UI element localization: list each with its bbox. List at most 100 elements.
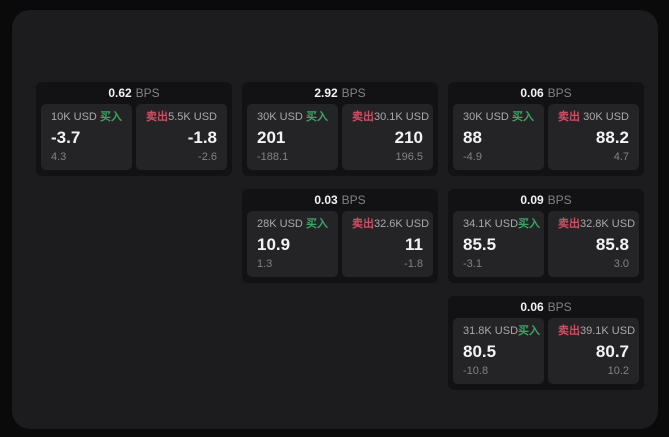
bps-value: 0.09 (520, 193, 544, 207)
sell-label: 卖出 (146, 111, 168, 123)
sell-label: 卖出 (352, 111, 374, 123)
bps-value: 2.92 (314, 86, 338, 100)
buy-price: 88 (463, 128, 482, 147)
sell-price: 210 (394, 128, 423, 147)
app-surface: 0.62 BPS 10K USD 买入 -3.7 4.3 卖出 5.5K USD… (12, 10, 658, 429)
bps-unit-label: BPS (547, 300, 572, 314)
sell-delta: 4.7 (613, 151, 629, 163)
bps-value: 0.62 (108, 86, 132, 100)
buy-amount: 28K USD (257, 218, 303, 230)
buy-amount: 10K USD (51, 111, 97, 123)
buy-panel-top: 30K USD 买入 (463, 111, 534, 124)
sell-delta: 10.2 (607, 365, 629, 377)
buy-delta: -10.8 (463, 365, 489, 377)
sell-delta: -1.8 (404, 258, 423, 270)
sell-panel-top: 卖出 39.1K USD (558, 325, 635, 338)
bps-unit-label: BPS (135, 86, 160, 100)
buy-amount: 30K USD (463, 111, 509, 123)
quote-card[interactable]: 0.06 BPS 30K USD 买入 88 -4.9 卖出 30K USD 8… (448, 82, 644, 176)
sell-panel[interactable]: 卖出 30.1K USD 210 196.5 (342, 104, 433, 170)
quote-panels: 30K USD 买入 201 -188.1 卖出 30.1K USD 210 1… (242, 104, 438, 176)
buy-price: -3.7 (51, 128, 81, 147)
buy-price: 80.5 (463, 342, 497, 361)
sell-price: 80.7 (595, 342, 629, 361)
sell-price: -1.8 (187, 128, 217, 147)
sell-amount: 30K USD (583, 111, 629, 123)
quote-card[interactable]: 0.62 BPS 10K USD 买入 -3.7 4.3 卖出 5.5K USD… (36, 82, 232, 176)
sell-panel[interactable]: 卖出 5.5K USD -1.8 -2.6 (136, 104, 227, 170)
sell-label: 卖出 (352, 218, 374, 230)
buy-label: 买入 (512, 111, 534, 123)
buy-label: 买入 (306, 218, 328, 230)
buy-label: 买入 (518, 218, 541, 230)
sell-panel-top: 卖出 32.8K USD (558, 218, 635, 231)
buy-label: 买入 (100, 111, 122, 123)
card-header-bps: 0.03 BPS (242, 189, 438, 211)
sell-panel[interactable]: 卖出 32.6K USD 11 -1.8 (342, 211, 433, 277)
sell-panel-top: 卖出 30K USD (558, 111, 629, 124)
quote-card[interactable]: 0.06 BPS 31.8K USD 买入 80.5 -10.8 卖出 39.1… (448, 296, 644, 390)
buy-delta: -188.1 (257, 151, 289, 163)
card-header-bps: 2.92 BPS (242, 82, 438, 104)
buy-panel-top: 10K USD 买入 (51, 111, 122, 124)
sell-delta: 196.5 (395, 151, 423, 163)
bps-unit-label: BPS (341, 86, 366, 100)
bps-unit-label: BPS (547, 193, 572, 207)
sell-panel-top: 卖出 30.1K USD (352, 111, 429, 124)
sell-panel[interactable]: 卖出 39.1K USD 80.7 10.2 (548, 318, 639, 384)
sell-delta: -2.6 (198, 151, 217, 163)
sell-amount: 32.6K USD (374, 218, 430, 230)
quote-panels: 28K USD 买入 10.9 1.3 卖出 32.6K USD 11 -1.8 (242, 211, 438, 283)
buy-panel[interactable]: 30K USD 买入 201 -188.1 (247, 104, 338, 170)
sell-amount: 39.1K USD (580, 325, 636, 337)
buy-delta: -3.1 (463, 258, 482, 270)
buy-price: 10.9 (257, 235, 291, 254)
buy-label: 买入 (518, 325, 541, 337)
buy-panel[interactable]: 31.8K USD 买入 80.5 -10.8 (453, 318, 544, 384)
sell-label: 卖出 (558, 325, 580, 337)
quote-card[interactable]: 2.92 BPS 30K USD 买入 201 -188.1 卖出 30.1K … (242, 82, 438, 176)
card-header-bps: 0.09 BPS (448, 189, 644, 211)
buy-label: 买入 (306, 111, 328, 123)
quote-card[interactable]: 0.09 BPS 34.1K USD 买入 85.5 -3.1 卖出 32.8K… (448, 189, 644, 283)
sell-panel[interactable]: 卖出 32.8K USD 85.8 3.0 (548, 211, 639, 277)
bps-unit-label: BPS (341, 193, 366, 207)
bps-unit-label: BPS (547, 86, 572, 100)
buy-panel-top: 34.1K USD 买入 (463, 218, 540, 231)
sell-amount: 32.8K USD (580, 218, 636, 230)
buy-panel-top: 28K USD 买入 (257, 218, 328, 231)
quote-panels: 31.8K USD 买入 80.5 -10.8 卖出 39.1K USD 80.… (448, 318, 644, 390)
sell-panel-top: 卖出 5.5K USD (146, 111, 217, 124)
sell-label: 卖出 (558, 111, 580, 123)
buy-panel[interactable]: 28K USD 买入 10.9 1.3 (247, 211, 338, 277)
sell-label: 卖出 (558, 218, 580, 230)
sell-amount: 30.1K USD (374, 111, 430, 123)
sell-delta: 3.0 (613, 258, 629, 270)
buy-price: 201 (257, 128, 286, 147)
quote-panels: 10K USD 买入 -3.7 4.3 卖出 5.5K USD -1.8 -2.… (36, 104, 232, 176)
buy-panel[interactable]: 30K USD 买入 88 -4.9 (453, 104, 544, 170)
sell-price: 85.8 (595, 235, 629, 254)
buy-price: 85.5 (463, 235, 497, 254)
bps-value: 0.03 (314, 193, 338, 207)
buy-panel-top: 31.8K USD 买入 (463, 325, 540, 338)
quote-panels: 30K USD 买入 88 -4.9 卖出 30K USD 88.2 4.7 (448, 104, 644, 176)
sell-panel[interactable]: 卖出 30K USD 88.2 4.7 (548, 104, 639, 170)
sell-price: 88.2 (595, 128, 629, 147)
sell-amount: 5.5K USD (168, 111, 217, 123)
buy-delta: -4.9 (463, 151, 482, 163)
bps-value: 0.06 (520, 86, 544, 100)
buy-panel[interactable]: 10K USD 买入 -3.7 4.3 (41, 104, 132, 170)
buy-panel[interactable]: 34.1K USD 买入 85.5 -3.1 (453, 211, 544, 277)
buy-amount: 31.8K USD (463, 325, 519, 337)
quote-card[interactable]: 0.03 BPS 28K USD 买入 10.9 1.3 卖出 32.6K US… (242, 189, 438, 283)
card-header-bps: 0.06 BPS (448, 296, 644, 318)
sell-panel-top: 卖出 32.6K USD (352, 218, 429, 231)
cards-grid: 0.62 BPS 10K USD 买入 -3.7 4.3 卖出 5.5K USD… (36, 82, 644, 390)
buy-amount: 34.1K USD (463, 218, 519, 230)
card-header-bps: 0.06 BPS (448, 82, 644, 104)
quote-panels: 34.1K USD 买入 85.5 -3.1 卖出 32.8K USD 85.8… (448, 211, 644, 283)
sell-price: 11 (405, 235, 423, 254)
bps-value: 0.06 (520, 300, 544, 314)
